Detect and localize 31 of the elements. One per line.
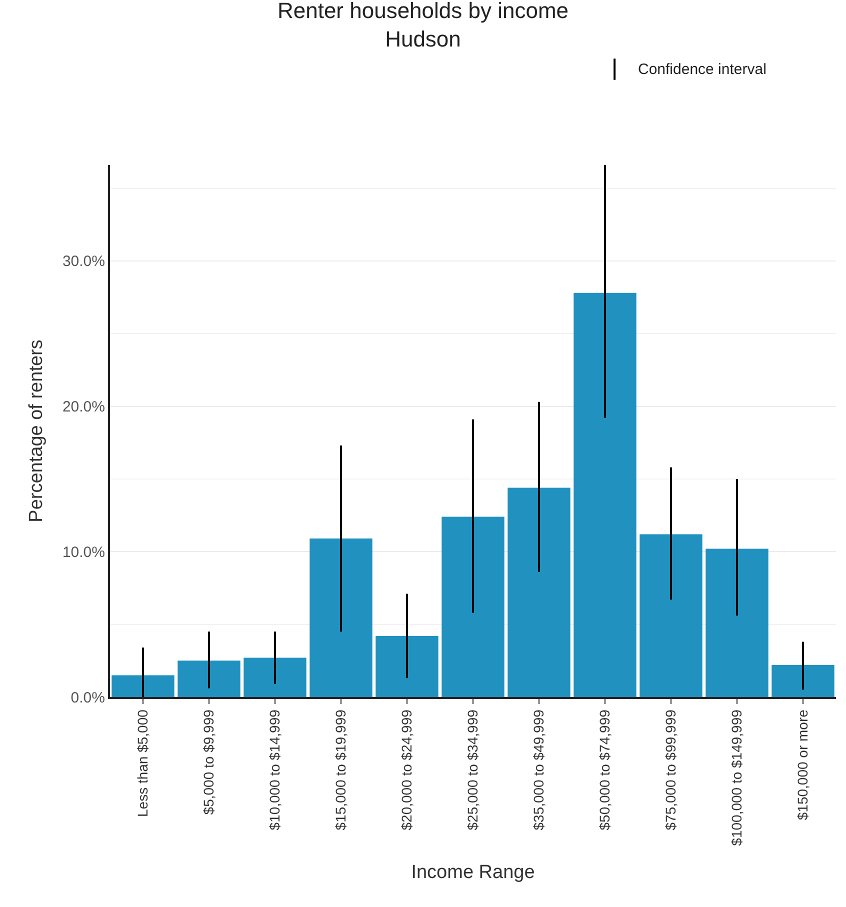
x-tick-label: $15,000 to $19,999 [332, 709, 349, 830]
bar [574, 292, 636, 697]
bar [178, 660, 240, 697]
chart-title: Renter households by income [277, 0, 569, 24]
x-axis-title: Income Range [411, 862, 535, 884]
chart-subtitle: Hudson [385, 26, 461, 52]
y-tick-label: 30.0% [62, 253, 105, 270]
bar [772, 665, 834, 697]
y-tick-label: 0.0% [70, 689, 105, 706]
bar [376, 636, 438, 697]
x-tick-label: $20,000 to $24,999 [398, 709, 415, 830]
bar [706, 548, 768, 697]
bar [244, 658, 306, 697]
x-tick-label: Less than $5,000 [134, 709, 151, 818]
x-tick-label: $50,000 to $74,999 [596, 709, 613, 830]
x-tick-label: $150,000 or more [794, 709, 811, 820]
bar [508, 488, 570, 697]
y-tick-label: 20.0% [62, 398, 105, 416]
y-tick-label: 10.0% [62, 544, 105, 561]
bar [442, 516, 504, 697]
x-tick-label: $75,000 to $99,999 [662, 709, 679, 830]
bar [112, 675, 174, 697]
x-tick-label: $100,000 to $149,999 [728, 709, 745, 846]
bar [640, 534, 702, 697]
x-tick-label: $35,000 to $49,999 [530, 709, 547, 830]
x-tick-label: $10,000 to $14,999 [266, 709, 283, 830]
x-tick-label: $25,000 to $34,999 [464, 709, 481, 830]
y-axis-title: Percentage of renters [26, 340, 47, 522]
x-tick-label: $5,000 to $9,999 [200, 709, 217, 815]
bar [310, 538, 372, 697]
text: Confidence interval [638, 61, 766, 78]
